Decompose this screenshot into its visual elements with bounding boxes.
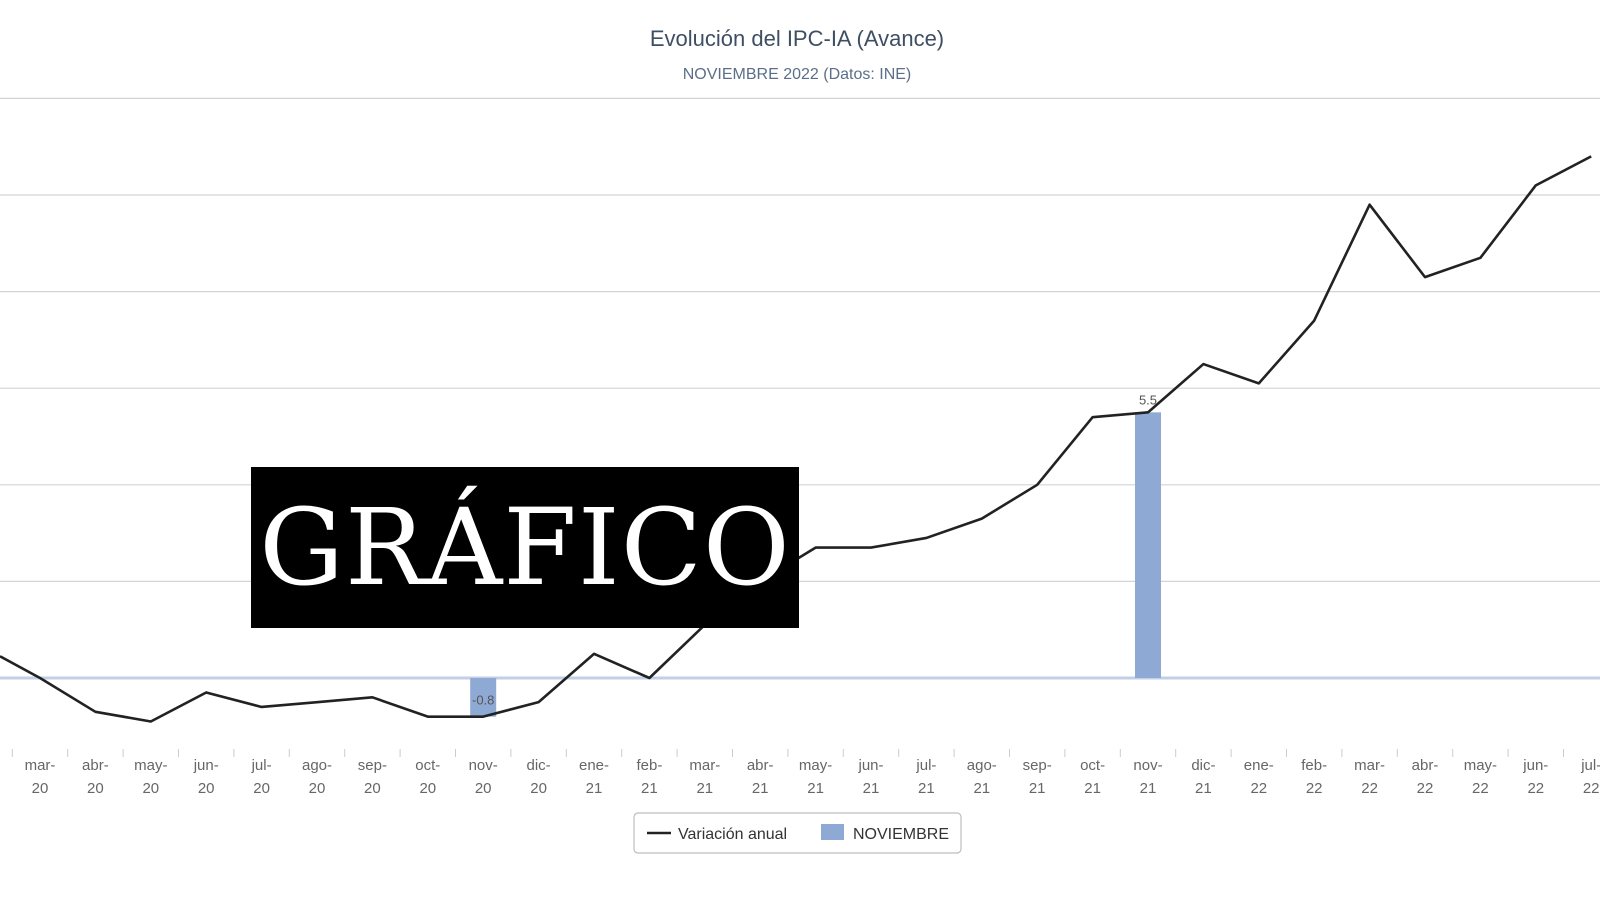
x-tick-label: 21 [696,780,713,797]
x-tick-label: 20 [87,780,104,797]
x-tick-label: 20 [419,780,436,797]
x-tick-label: 20 [475,780,492,797]
x-tick-label: 21 [752,780,769,797]
x-tick-label: sep- [358,757,387,774]
x-tick-label: ago- [302,757,332,774]
line-path [0,155,1592,723]
x-tick-label: 22 [1417,780,1434,797]
x-tick-label: jun- [857,757,883,774]
x-tick-label: abr- [1412,757,1439,774]
x-tick-label: ene- [1244,757,1274,774]
x-tick-label: 21 [586,780,603,797]
x-tick-label: 20 [32,780,49,797]
chart-title: Evolución del IPC-IA (Avance) [650,26,944,51]
data-labels: -0.8 5.5 [472,392,1157,707]
x-tick-label: 21 [1195,780,1212,797]
x-tick-label: may- [1464,757,1497,774]
x-tick-label: abr- [82,757,109,774]
x-tick-label: ago- [967,757,997,774]
x-tick-label: may- [134,757,167,774]
bar-data-label: -0.8 [472,693,494,708]
line-series-variacion-anual [0,155,1592,723]
x-tick-label: nov- [469,757,498,774]
x-tick-label: 20 [309,780,326,797]
x-tick-label: dic- [1191,757,1215,774]
x-tick-label: 20 [142,780,159,797]
x-tick-label: ene- [579,757,609,774]
x-tick-label: 21 [1140,780,1157,797]
x-tick-label: 22 [1583,780,1600,797]
x-tick-label: 21 [807,780,824,797]
x-tick-label: jul- [1580,757,1600,774]
gridlines [0,97,1600,680]
x-tick-label: 21 [641,780,658,797]
x-tick-label: 22 [1472,780,1489,797]
legend[interactable]: Variación anual NOVIEMBRE [633,812,962,854]
x-tick-label: nov- [1133,757,1162,774]
x-tick-label: 21 [863,780,880,797]
x-tick-label: oct- [1080,757,1105,774]
legend-box [633,812,962,854]
bar [1135,412,1161,678]
bar-series-noviembre [470,412,1161,717]
bar [470,678,497,717]
x-tick-label: may- [799,757,832,774]
x-tick-label: jul- [915,757,936,774]
x-tick-label: mar- [1354,757,1385,774]
legend-bar-swatch [821,824,844,840]
grafico-overlay-banner: GRÁFICO [251,467,799,628]
legend-label-variacion-anual[interactable]: Variación anual [678,826,787,843]
x-tick-label: 22 [1306,780,1323,797]
x-tick-label: jun- [193,757,219,774]
bar-data-label: 5.5 [1139,392,1157,407]
x-tick-label: mar- [25,757,56,774]
x-tick-label: abr- [747,757,774,774]
x-tick-label: sep- [1023,757,1052,774]
x-tick-label: 21 [1084,780,1101,797]
x-tick-label: dic- [527,757,551,774]
x-tick-label: mar- [689,757,720,774]
x-axis: mar- 20 abr- 20 may- 20 jun- 20 jul- 20 ago- 20 sep-… [11,749,1600,797]
legend-label-noviembre[interactable]: NOVIEMBRE [853,826,949,843]
x-tick-label: 20 [364,780,381,797]
x-tick-label: 21 [1029,780,1046,797]
grafico-overlay-text: GRÁFICO [259,485,791,609]
x-tick-label: 22 [1250,780,1267,797]
x-tick-label: 20 [253,780,270,797]
x-tick-label: jul- [251,757,272,774]
chart-subtitle: NOVIEMBRE 2022 (Datos: INE) [683,66,912,83]
x-tick-label: feb- [1301,757,1327,774]
x-tick-label: 22 [1361,780,1378,797]
x-tick-label: 20 [530,780,547,797]
x-tick-label: 21 [973,780,990,797]
x-tick-label: 20 [198,780,215,797]
x-tick-label: oct- [415,757,440,774]
x-tick-label: 22 [1527,780,1544,797]
x-tick-label: feb- [636,757,662,774]
x-tick-label: 21 [918,780,935,797]
x-tick-label: jun- [1522,757,1548,774]
